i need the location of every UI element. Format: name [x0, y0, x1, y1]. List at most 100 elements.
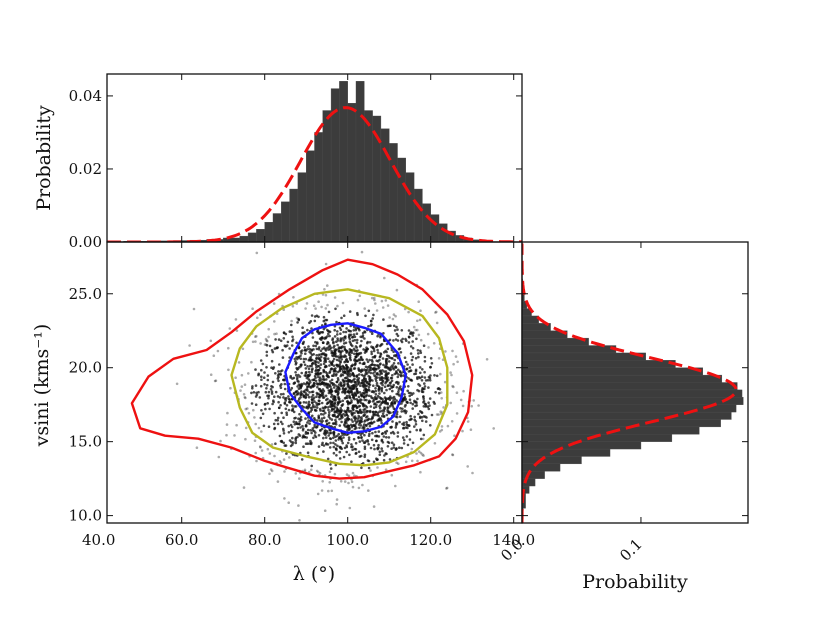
scatter-point [330, 489, 334, 493]
scatter-point [380, 447, 384, 450]
scatter-point [333, 335, 337, 338]
scatter-point [326, 303, 329, 307]
scatter-point [435, 413, 439, 416]
scatter-point [391, 405, 395, 408]
scatter-point [330, 360, 334, 364]
scatter-point [411, 340, 415, 343]
scatter-point [301, 436, 305, 439]
scatter-point [362, 374, 365, 378]
scatter-point [323, 509, 327, 512]
scatter-point [259, 416, 263, 420]
scatter-point [252, 391, 256, 394]
scatter-point [430, 362, 434, 365]
scatter-point [260, 368, 263, 372]
top-histogram-bar [314, 132, 324, 242]
scatter-point [368, 380, 372, 383]
scatter-point [416, 459, 419, 463]
scatter-point [276, 419, 280, 422]
scatter-point [307, 400, 311, 404]
top-histogram-bar [247, 232, 257, 242]
scatter-point [358, 294, 362, 298]
scatter-point [362, 362, 366, 366]
scatter-point [375, 439, 378, 443]
scatter-point [307, 345, 310, 348]
scatter-point [411, 334, 415, 337]
scatter-point [370, 332, 374, 336]
scatter-point [461, 429, 464, 433]
scatter-point [393, 329, 397, 332]
scatter-point [265, 387, 268, 390]
scatter-point [423, 360, 427, 363]
scatter-point [455, 391, 459, 395]
scatter-point [310, 370, 314, 374]
scatter-point [325, 378, 328, 381]
scatter-point [419, 429, 422, 432]
scatter-point [405, 420, 408, 424]
scatter-point [409, 414, 412, 418]
scatter-point [362, 405, 366, 408]
scatter-point [378, 405, 381, 408]
scatter-point [391, 317, 395, 321]
scatter-point [358, 358, 362, 362]
scatter-point [322, 370, 326, 374]
scatter-point [417, 450, 421, 453]
scatter-point [257, 372, 261, 376]
scatter-point [291, 305, 295, 308]
scatter-point [356, 389, 359, 393]
scatter-point [320, 401, 324, 405]
scatter-point [273, 332, 276, 336]
scatter-point [456, 360, 459, 364]
scatter-point [363, 445, 367, 449]
contour-3-sigma [130, 258, 474, 480]
scatter-point [395, 372, 398, 375]
scatter-point [390, 401, 394, 405]
scatter-point [419, 338, 423, 342]
scatter-point [332, 422, 336, 425]
scatter-point [263, 403, 267, 406]
scatter-point [343, 370, 347, 374]
scatter-point [414, 356, 418, 360]
scatter-point [330, 418, 334, 421]
scatter-point [304, 371, 308, 375]
scatter-point [324, 353, 327, 357]
scatter-point [274, 338, 277, 341]
scatter-point [392, 362, 396, 365]
scatter-point [335, 415, 338, 419]
top-histogram-bar [422, 203, 431, 242]
scatter-point [254, 368, 257, 371]
scatter-point [335, 320, 338, 324]
scatter-point [440, 425, 444, 428]
scatter-point [291, 407, 295, 410]
scatter-point [376, 348, 379, 352]
scatter-point [342, 365, 345, 369]
scatter-point [395, 399, 398, 402]
scatter-point [335, 448, 338, 452]
scatter-point [326, 284, 329, 287]
scatter-point [374, 393, 378, 396]
scatter-point [396, 435, 400, 438]
scatter-point [450, 420, 454, 423]
scatter-point [254, 451, 257, 455]
scatter-point [376, 384, 380, 388]
scatter-point [290, 323, 293, 327]
scatter-point [377, 400, 380, 404]
scatter-point [407, 385, 410, 388]
scatter-point [398, 446, 401, 450]
scatter-point [408, 336, 411, 339]
scatter-point [235, 329, 239, 332]
scatter-point [281, 356, 285, 359]
top-ytick-label: 0.04 [69, 87, 102, 105]
scatter-point [368, 358, 371, 362]
scatter-point [380, 386, 384, 390]
scatter-point [417, 300, 421, 304]
scatter-point [339, 374, 343, 378]
scatter-point [389, 384, 392, 387]
scatter-point [372, 420, 376, 424]
scatter-point [295, 356, 298, 359]
scatter-point [386, 347, 390, 351]
scatter-point [419, 351, 423, 355]
scatter-point [328, 470, 332, 474]
scatter-point [357, 399, 360, 402]
scatter-point [326, 406, 330, 409]
scatter-point [293, 423, 297, 426]
